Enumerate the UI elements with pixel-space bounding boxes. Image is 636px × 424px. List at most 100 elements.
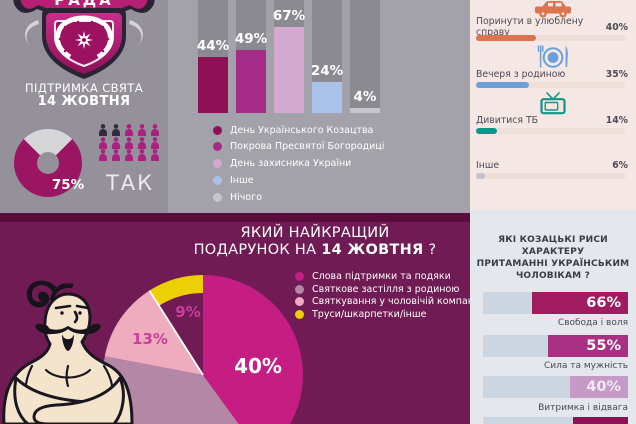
support-donut-chart <box>14 129 82 197</box>
activity-bar-fill <box>476 128 497 134</box>
legend-label: Інше <box>230 174 254 186</box>
holiday-bar-value: 67% <box>272 8 306 24</box>
legend-dot-icon <box>213 192 222 202</box>
legend-item: Покрова Пресвятої Богородиці <box>213 141 384 154</box>
activity-value: 14% <box>605 114 628 126</box>
person-icon <box>98 124 107 136</box>
trait-label: Свобода і воля <box>557 318 628 328</box>
legend-dot-icon <box>295 309 304 319</box>
legend-label: Святкове застілля з родиною <box>312 283 460 295</box>
dinner-icon <box>537 45 568 68</box>
car-icon <box>535 1 571 18</box>
traits-title-line1: ЯКІ КОЗАЦЬКІ РИСИ ХАРАКТЕРУ <box>498 235 608 257</box>
holiday-bar-fill <box>236 50 266 113</box>
traits-panel: ЯКІ КОЗАЦЬКІ РИСИ ХАРАКТЕРУ ПРИТАМАННІ У… <box>470 210 636 424</box>
trait-label: Сила та мужність <box>544 361 628 371</box>
pie-label-13: 13% <box>132 330 168 348</box>
legend-dot-icon <box>213 125 222 135</box>
person-icon <box>111 149 120 161</box>
holiday-bar-chart: 44% 49% 67% 24% 4% <box>168 0 470 113</box>
horseshoe-icon <box>55 15 113 60</box>
person-icon <box>98 149 107 161</box>
legend-item: Труси/шкарпетки/інше <box>295 308 470 320</box>
holiday-bar: 67% <box>273 0 305 113</box>
person-icon <box>98 136 107 149</box>
support-title-line2: 14 ЖОВТНЯ <box>37 94 131 109</box>
person-icon <box>137 124 146 136</box>
legend-label: День захисника України <box>230 158 352 170</box>
dinner-icon <box>536 45 570 74</box>
trait-bar-fill: 55% <box>548 335 628 357</box>
activity-label: Інше <box>476 159 500 171</box>
legend-item: Святкове застілля з родиною <box>295 283 470 295</box>
activity-bar-fill <box>476 35 536 41</box>
activity-value: 6% <box>612 159 628 171</box>
holiday-legend: День Українського Козацтва Покрова Пресвя… <box>213 124 384 203</box>
legend-label: Святкування у чоловічій компанії <box>312 296 470 308</box>
holiday-chart-panel: 44% 49% 67% 24% 4% День Українського Козацтв… <box>168 0 470 213</box>
divider-stripe <box>0 213 470 222</box>
holiday-bar-value: 4% <box>353 89 377 105</box>
trait-bar-fill: 66% <box>532 292 628 314</box>
support-title-line1: ПІДТРИМКА СВЯТА <box>25 81 143 95</box>
support-panel: РАДА ПІДТРИМКА СВЯТА 14 ЖОВТНЯ 75% <box>0 0 168 213</box>
activity-label: Вечеря з родиною <box>476 68 566 80</box>
legend-label: Труси/шкарпетки/інше <box>312 308 427 320</box>
activity-label: Дивитися ТБ <box>476 114 539 126</box>
trait-bar-fill <box>572 417 628 424</box>
legend-dot-icon <box>295 284 304 294</box>
trait-bar-track <box>483 417 628 424</box>
traits-title-line2: ПРИТАМАННІ УКРАЇНСЬКИМ ЧОЛОВІКАМ ? <box>476 259 630 281</box>
traits-title: ЯКІ КОЗАЦЬКІ РИСИ ХАРАКТЕРУ ПРИТАМАННІ У… <box>470 234 636 282</box>
pie-slice <box>149 275 203 306</box>
car-icon <box>534 1 572 22</box>
holiday-bar: 24% <box>311 0 343 113</box>
activity-bar-track <box>476 173 626 179</box>
activity-bar-track <box>476 82 626 88</box>
activities-panel: Поринути в улюблену справу 40% Вечеря з р… <box>470 0 636 210</box>
person-icon <box>124 149 133 161</box>
holiday-bar: 44% <box>197 0 229 113</box>
person-icon <box>124 136 133 149</box>
pie-label-9: 9% <box>175 303 201 321</box>
activity-bar-track <box>476 35 626 41</box>
gift-legend: Слова підтримки та подяки Святкове застіл… <box>295 271 470 320</box>
holiday-bar-value: 49% <box>234 31 268 47</box>
legend-item: Інше <box>213 174 384 187</box>
person-icon <box>150 136 159 149</box>
trait-bar-track: 40% <box>483 376 628 398</box>
legend-label: День Українського Козацтва <box>230 124 374 136</box>
rada-logo: РАДА <box>13 0 155 79</box>
gift-panel: ЯКИЙ НАЙКРАЩИЙ ПОДАРУНОК НА 14 ЖОВТНЯ ? … <box>0 222 470 424</box>
activity-bar-fill <box>476 82 529 88</box>
logo-text: РАДА <box>54 0 114 9</box>
person-icon <box>137 149 146 161</box>
trait-bar-track: 66% <box>483 292 628 314</box>
legend-label: Нічого <box>230 191 263 203</box>
activity-value: 35% <box>605 68 628 80</box>
pie-slice <box>103 356 239 424</box>
activity-value: 40% <box>605 21 628 33</box>
tv-icon <box>540 92 566 119</box>
tv-icon <box>540 92 566 115</box>
legend-dot-icon <box>295 297 304 307</box>
legend-item: Слова підтримки та подяки <box>295 271 470 282</box>
gift-title-line2: ПОДАРУНОК НА 14 ЖОВТНЯ ? <box>193 241 437 258</box>
earring-icon <box>41 325 49 333</box>
trait-bar-fill: 40% <box>570 376 628 398</box>
holiday-bar-value: 24% <box>310 63 344 79</box>
person-icon <box>150 149 159 161</box>
holiday-bar-fill <box>312 82 342 113</box>
pie-label-40: 40% <box>234 354 282 378</box>
legend-dot-icon <box>213 159 222 169</box>
gift-title-line1: ЯКИЙ НАЙКРАЩИЙ <box>240 225 390 241</box>
activity-bar-track <box>476 128 626 134</box>
activity-label: Поринути в улюблену справу <box>476 16 584 38</box>
activity-label-row: Інше 6% <box>476 159 628 171</box>
legend-item: Нічого <box>213 191 384 204</box>
strongman-illustration <box>2 280 134 424</box>
person-icon <box>111 124 120 136</box>
support-title: ПІДТРИМКА СВЯТА 14 ЖОВТНЯ <box>0 81 168 109</box>
legend-dot-icon <box>213 142 222 152</box>
